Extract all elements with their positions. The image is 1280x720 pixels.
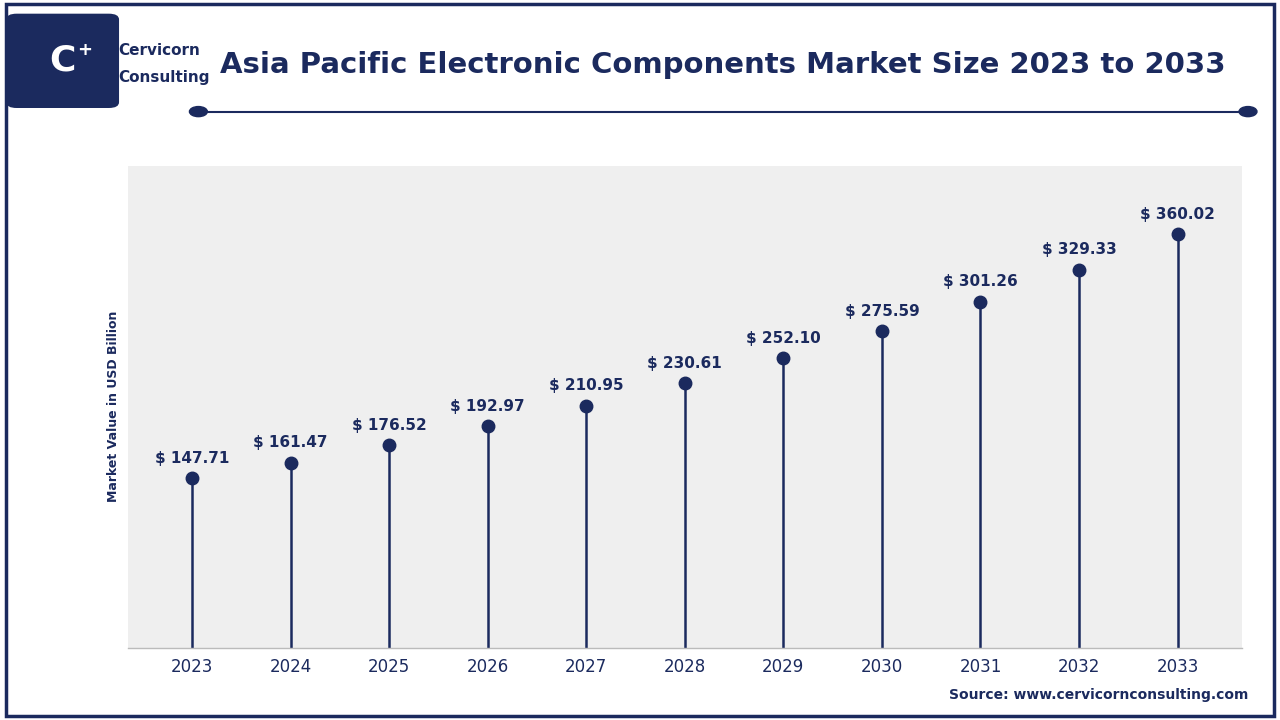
Y-axis label: Market Value in USD Billion: Market Value in USD Billion [106, 311, 119, 503]
Text: $ 275.59: $ 275.59 [845, 304, 919, 319]
Text: $ 161.47: $ 161.47 [253, 435, 328, 450]
Text: $ 192.97: $ 192.97 [451, 399, 525, 414]
Text: Asia Pacific Electronic Components Market Size 2023 to 2033: Asia Pacific Electronic Components Marke… [220, 51, 1226, 78]
Text: $ 360.02: $ 360.02 [1140, 207, 1215, 222]
Text: $ 301.26: $ 301.26 [943, 274, 1018, 289]
Text: Source: www.cervicornconsulting.com: Source: www.cervicornconsulting.com [948, 688, 1248, 702]
Text: $ 147.71: $ 147.71 [155, 451, 229, 466]
Text: $ 176.52: $ 176.52 [352, 418, 426, 433]
Text: Cervicorn: Cervicorn [118, 43, 200, 58]
Text: $ 252.10: $ 252.10 [746, 331, 820, 346]
Text: $ 230.61: $ 230.61 [648, 356, 722, 371]
Text: $ 329.33: $ 329.33 [1042, 242, 1116, 257]
Text: Consulting: Consulting [118, 70, 209, 84]
Text: +: + [77, 41, 92, 59]
Text: $ 210.95: $ 210.95 [549, 378, 623, 393]
Text: C: C [50, 43, 76, 78]
